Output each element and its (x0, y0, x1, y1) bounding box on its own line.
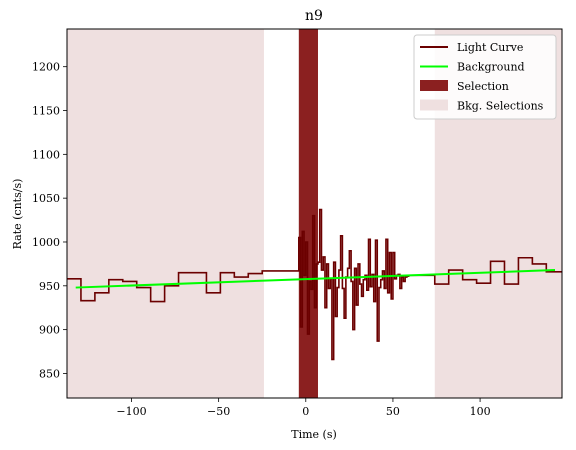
y-tick-label-0: 850 (39, 367, 60, 380)
y-tick-label-7: 1200 (32, 61, 60, 74)
y-tick-label-4: 1050 (32, 192, 60, 205)
bkg-selection-region-0 (67, 29, 264, 398)
legend-label-3: Bkg. Selections (457, 100, 544, 113)
legend-swatch-2 (420, 80, 448, 91)
plot-frame (66, 28, 563, 399)
y-tick-label-1: 900 (39, 324, 60, 337)
axes: −100 −50 0 50 100 850 900 950 1000 1050 1100 1150 12… (32, 28, 563, 418)
x-tick-label-4: 100 (470, 405, 491, 418)
background-line (75, 269, 556, 289)
y-axis-label: Rate (cnts/s) (11, 179, 24, 250)
x-tick-label-0: −100 (116, 405, 146, 418)
selection-region (298, 29, 318, 398)
selection-layer (298, 29, 318, 398)
y-tick-label-5: 1100 (32, 148, 60, 161)
x-axis-label: Time (s) (291, 428, 337, 441)
y-tick-label-6: 1150 (32, 105, 60, 118)
x-tick-label-1: −50 (207, 405, 230, 418)
y-tick-label-3: 1000 (32, 236, 60, 249)
background-layer (75, 269, 556, 289)
chart-title: n9 (305, 8, 323, 24)
legend-box (413, 34, 557, 120)
legend-label-1: Background (457, 61, 525, 74)
legend-label-2: Selection (457, 80, 509, 93)
x-tick-label-2: 0 (302, 405, 309, 418)
legend-swatch-3 (420, 99, 448, 111)
legend-label-0: Light Curve (457, 41, 523, 54)
legend: Light Curve Background Selection Bkg. Selec… (413, 34, 557, 120)
x-tick-label-3: 50 (386, 405, 400, 418)
y-tick-label-2: 950 (39, 280, 60, 293)
